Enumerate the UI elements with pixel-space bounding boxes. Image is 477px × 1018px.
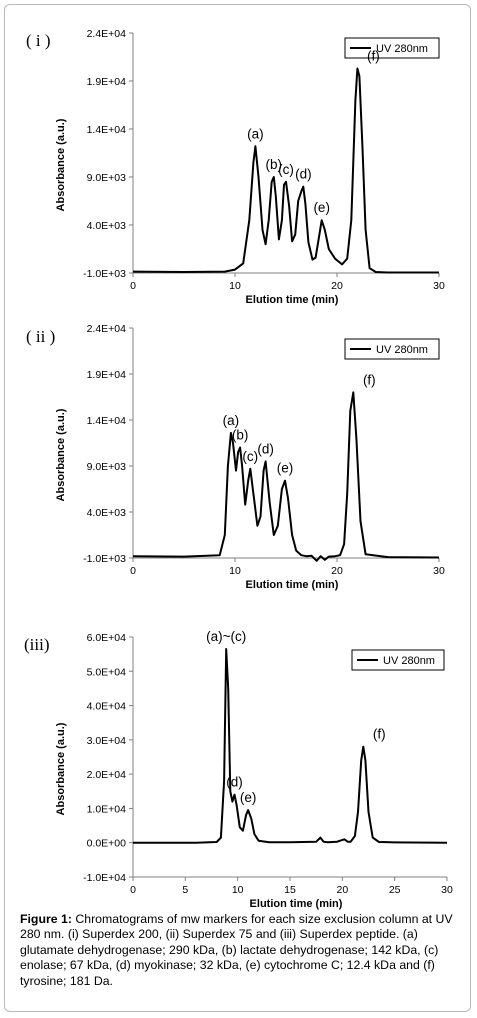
y-tick-label: -1.0E+03 — [83, 268, 126, 280]
panel-label: ( ii ) — [26, 327, 55, 346]
series-line-uv-280nm — [132, 391, 440, 562]
y-tick-label: -1.0E+04 — [83, 872, 126, 884]
peak-label: (f) — [367, 49, 380, 64]
x-tick-label: 5 — [182, 884, 188, 896]
y-axis-title: Absorbance (a.u.) — [55, 722, 67, 815]
peak-label: (a) — [223, 413, 240, 428]
legend-box — [344, 338, 440, 360]
y-axis-title: Absorbance (a.u.) — [55, 408, 67, 501]
figure-frame — [4, 4, 471, 1012]
x-tick-label: 30 — [433, 565, 445, 577]
peak-label: (d) — [226, 775, 243, 790]
legend-box — [351, 649, 445, 671]
x-tick-label: 10 — [229, 280, 241, 292]
y-tick-label: 3.0E+04 — [87, 735, 127, 747]
peak-label: (e) — [277, 461, 294, 476]
peak-label: (a)~(c) — [206, 629, 246, 644]
chromatogram-ii: -1.0E+03 4.0E+03 9.0E+03 1.4E+04 1.9E+04 2.4E… — [26, 323, 445, 591]
y-tick-label: 2.4E+04 — [87, 323, 127, 335]
legend-label: UV 280nm — [376, 344, 428, 356]
y-tick-label: 6.0E+04 — [87, 632, 127, 644]
x-axis-title: Elution time (min) — [246, 579, 339, 591]
y-tick-label: 1.9E+04 — [87, 369, 127, 381]
peak-label: (c) — [278, 162, 294, 177]
x-tick-label: 20 — [331, 280, 343, 292]
chromatogram-i: -1.0E+03 4.0E+03 9.0E+03 1.4E+04 1.9E+04 2.4E… — [26, 28, 445, 306]
legend-label: UV 280nm — [376, 43, 428, 55]
x-tick-label: 20 — [331, 565, 343, 577]
panel-label: ( i ) — [26, 31, 51, 50]
y-tick-label: 1.4E+04 — [87, 415, 127, 427]
peak-label: (e) — [313, 200, 330, 215]
figure-caption: Figure 1: Chromatograms of mw markers fo… — [20, 912, 460, 989]
x-tick-label: 0 — [130, 565, 136, 577]
y-tick-label: 9.0E+03 — [87, 172, 127, 184]
series-line-uv-280nm — [132, 67, 439, 274]
y-tick-label: -1.0E+03 — [83, 553, 126, 565]
peak-label: (d) — [257, 441, 274, 456]
chart-panel-i: -1.0E+03 4.0E+03 9.0E+03 1.4E+04 1.9E+04 2.4E… — [0, 0, 477, 310]
x-tick-label: 30 — [441, 884, 453, 896]
chart-panel-iii: -1.0E+04 0.0E+00 1.0E+04 2.0E+04 3.0E+04 4.0E… — [24, 629, 453, 910]
legend-box — [344, 37, 440, 59]
peak-label: (e) — [240, 790, 257, 805]
chart-panel-ii: -1.0E+03 4.0E+03 9.0E+03 1.4E+04 1.9E+04 2.4E… — [26, 323, 445, 591]
peak-label: (a) — [247, 126, 264, 141]
y-axis-title: Absorbance (a.u.) — [55, 118, 67, 211]
x-tick-label: 20 — [336, 884, 348, 896]
peak-label: (f) — [363, 372, 376, 387]
x-axis-title: Elution time (min) — [246, 294, 339, 306]
y-tick-label: 4.0E+03 — [87, 507, 127, 519]
peak-label: (b) — [266, 157, 283, 172]
peak-label: (d) — [295, 167, 312, 182]
chromatogram-iii: -1.0E+04 0.0E+00 1.0E+04 2.0E+04 3.0E+04 4.0E… — [24, 629, 453, 910]
x-tick-label: 0 — [130, 884, 136, 896]
x-axis-title: Elution time (min) — [250, 898, 343, 910]
y-tick-label: 0.0E+00 — [87, 838, 127, 850]
x-tick-label: 10 — [229, 565, 241, 577]
y-tick-label: 1.4E+04 — [87, 124, 127, 136]
y-tick-label: 9.0E+03 — [87, 461, 127, 473]
x-tick-label: 10 — [232, 884, 244, 896]
x-tick-label: 0 — [130, 280, 136, 292]
caption-label: Figure 1: — [20, 912, 72, 926]
x-tick-label: 30 — [433, 280, 445, 292]
y-tick-label: 4.0E+04 — [87, 701, 127, 713]
peak-label: (b) — [232, 428, 249, 443]
caption-text: Chromatograms of mw markers for each siz… — [20, 912, 453, 988]
y-tick-label: 1.0E+04 — [87, 803, 127, 815]
y-tick-label: 5.0E+04 — [87, 666, 127, 678]
x-tick-label: 25 — [389, 884, 401, 896]
y-tick-label: 1.9E+04 — [87, 76, 127, 88]
peak-label: (f) — [373, 727, 386, 742]
legend-label: UV 280nm — [383, 655, 435, 667]
y-tick-label: 2.0E+04 — [87, 769, 127, 781]
series-line-uv-280nm — [133, 648, 448, 844]
y-tick-label: 4.0E+03 — [87, 220, 127, 232]
x-tick-label: 15 — [284, 884, 296, 896]
peak-label: (c) — [242, 449, 258, 464]
y-tick-label: 2.4E+04 — [87, 28, 127, 40]
panel-label: (iii) — [24, 635, 50, 654]
